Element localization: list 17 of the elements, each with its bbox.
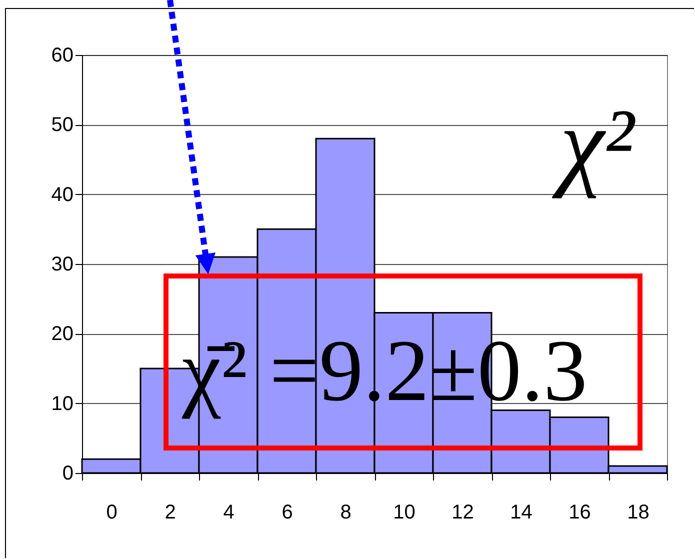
- x-tick-label: 10: [393, 502, 416, 524]
- y-tick-label: 10: [51, 392, 74, 415]
- x-tick-label: 16: [568, 502, 591, 524]
- y-tick-label: 0: [62, 462, 74, 484]
- x-tick-label: 18: [627, 502, 650, 524]
- x-tick-label: 8: [340, 502, 352, 524]
- x-tick-label: 4: [223, 502, 234, 524]
- x-tick-label: 6: [282, 502, 293, 524]
- x-tick-label: 0: [106, 502, 118, 524]
- x-tick-label: 14: [510, 502, 532, 524]
- y-tick-label: 20: [51, 323, 74, 346]
- x-tick-label: 2: [164, 502, 176, 524]
- y-tick-label: 50: [51, 114, 74, 136]
- x-tick-label: 12: [452, 502, 474, 524]
- y-tick-label: 40: [51, 184, 74, 206]
- y-tick-label: 60: [51, 44, 74, 66]
- y-tick-label: 30: [51, 254, 74, 276]
